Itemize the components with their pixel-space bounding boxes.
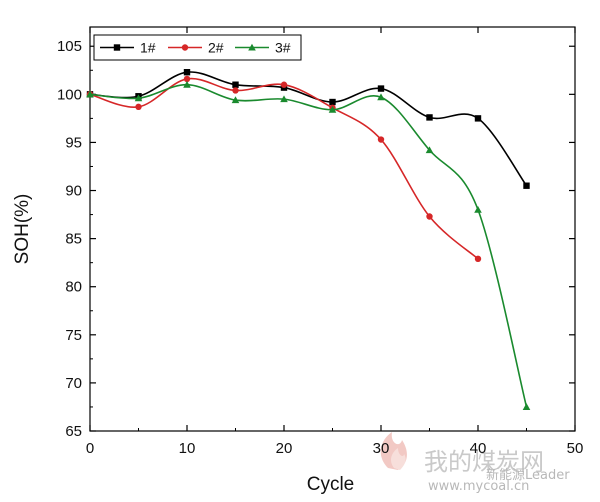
data-point-1 [474, 115, 482, 122]
data-point-3 [474, 205, 482, 213]
data-point-2 [377, 136, 385, 143]
series-3 [86, 80, 531, 410]
data-point-2 [183, 75, 191, 83]
y-tick-label: 70 [65, 375, 82, 392]
legend-marker-1 [113, 44, 121, 51]
legend-label-1: 1# [140, 40, 156, 56]
data-point-2 [135, 103, 142, 111]
y-tick-label: 65 [65, 423, 82, 440]
watermark: 我的煤炭网 www.mycoal.cn 新能源Leader [380, 432, 570, 494]
y-tick-label: 90 [65, 183, 82, 200]
x-tick-label: 20 [276, 440, 293, 457]
data-point-1 [329, 98, 336, 106]
y-axis-title: SOH(%) [12, 194, 33, 265]
data-point-2 [426, 213, 433, 220]
x-tick-label: 40 [470, 440, 487, 457]
data-point-2 [232, 87, 239, 94]
y-tick-label: 100 [57, 86, 82, 103]
legend-marker-3 [248, 43, 256, 51]
watermark-handle-text: 新能源Leader [486, 467, 570, 483]
series-layer [86, 69, 531, 410]
x-tick-label: 10 [179, 440, 196, 457]
series-2 [86, 75, 482, 263]
series-1 [86, 69, 530, 189]
x-tick-label: 30 [373, 440, 390, 457]
y-tick-label: 95 [65, 134, 82, 151]
data-point-2 [280, 81, 288, 88]
legend: 1# 2# 3# [93, 34, 302, 61]
data-point-3 [522, 403, 531, 410]
y-tick-label: 80 [65, 279, 82, 296]
data-point-3 [280, 95, 288, 103]
y-tick-label: 85 [65, 231, 82, 248]
x-axis-title: Cycle [307, 474, 355, 495]
watermark-site-text: www.mycoal.cn [428, 479, 529, 494]
axes: 0 10 20 30 40 50 65 70 75 80 85 90 95 100 105 [57, 26, 584, 457]
watermark-flame-icon [380, 432, 407, 470]
data-point-3 [231, 96, 240, 104]
y-tick-label: 105 [57, 38, 82, 55]
data-point-1 [232, 81, 239, 88]
data-point-3 [328, 105, 337, 113]
series-line-1 [89, 71, 528, 187]
plot-frame [89, 26, 576, 432]
data-point-1 [183, 69, 191, 76]
data-point-1 [377, 85, 385, 92]
legend-marker-2 [181, 44, 189, 51]
x-tick-label: 50 [567, 440, 584, 457]
data-point-1 [426, 114, 433, 121]
watermark-main-text: 我的煤炭网 [424, 448, 544, 476]
legend-label-2: 2# [208, 40, 224, 56]
series-line-2 [89, 77, 479, 260]
y-tick-label: 75 [65, 327, 82, 344]
data-point-3 [86, 90, 94, 98]
data-point-3 [183, 80, 191, 88]
data-point-1 [523, 182, 530, 189]
data-point-2 [474, 255, 482, 263]
x-tick-label: 0 [86, 440, 94, 457]
legend-label-3: 3# [275, 40, 291, 56]
data-point-3 [134, 94, 143, 102]
data-point-3 [377, 93, 385, 101]
data-point-3 [425, 146, 434, 154]
